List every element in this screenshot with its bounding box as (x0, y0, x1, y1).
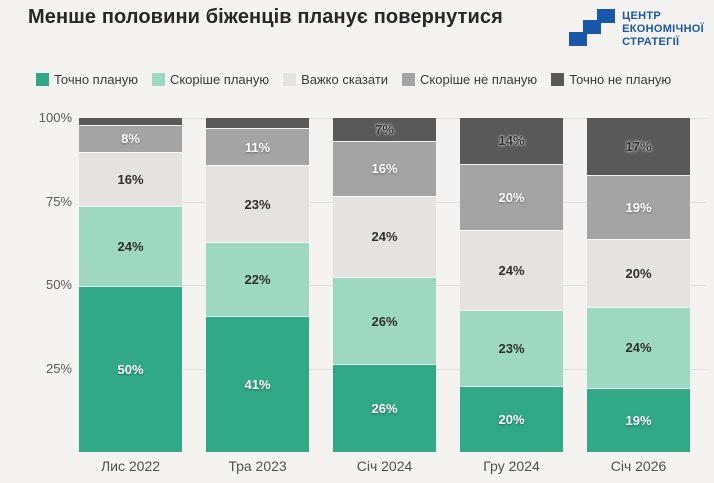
segment-Скоріше-планую: 23% (460, 309, 563, 386)
segment-Точно-планую: 41% (206, 315, 309, 452)
y-axis-tick-label: 75% (45, 193, 72, 209)
legend-item: Скоріше не планую (402, 72, 537, 87)
bar-stack: 14% 20% 24% 23% 20% (460, 118, 563, 452)
legend-swatch-icon (402, 73, 416, 86)
bar-stack: 17% 19% 20% 24% 19% (587, 118, 690, 452)
segment-Скоріше-не-планую: 20% (460, 163, 563, 231)
segment-value-label: 20% (498, 189, 525, 205)
segment-Важко-сказати: 24% (460, 230, 563, 310)
segment-Точно-не-планую: 7% (333, 118, 436, 142)
bar-stack: 11% 23% 22% 41% (206, 118, 309, 452)
segment-value-label: 24% (498, 262, 525, 278)
legend-label: Важко сказати (301, 72, 389, 87)
logo-wordmark-line: ЦЕНТР (622, 10, 661, 22)
legend-swatch-icon (36, 73, 49, 86)
segment-value-label: 16% (117, 171, 144, 187)
segment-value-label: 23% (498, 340, 525, 356)
segment-Точно-планую: 26% (333, 364, 436, 453)
segment-value-label: 22% (244, 271, 271, 287)
x-axis-category-label: Тра 2023 (228, 458, 287, 474)
y-axis-tick-label: 50% (45, 277, 72, 292)
segment-Точно-планую: 19% (587, 387, 690, 452)
segment-value-label: 24% (625, 340, 652, 356)
bar-Січ-2026: 17% 19% 20% 24% 19% Січ 2026 (587, 118, 690, 474)
segment-value-label: 17% (625, 138, 652, 154)
bar-Гру-2024: 14% 20% 24% 23% 20% Гру 2024 (460, 118, 563, 474)
legend-swatch-icon (283, 73, 297, 86)
legend-swatch-icon (151, 73, 165, 86)
legend-label: Точно планую (54, 72, 138, 87)
legend-label: Точно не планую (569, 72, 672, 87)
segment-Скоріше-планую: 26% (333, 276, 436, 365)
logo-wordmark-line: ЕКОНОМІЧНОЇ (622, 23, 704, 35)
segment-value-label: 8% (121, 131, 140, 147)
segment-value-label: 19% (625, 412, 652, 428)
segment-Точно-планую: 20% (460, 385, 563, 452)
segment-Скоріше-планую: 24% (587, 306, 690, 388)
segment-value-label: 41% (244, 376, 271, 392)
segment-value-label: 16% (371, 161, 398, 177)
segment-Точно-не-планую (79, 118, 182, 125)
segment-Важко-сказати: 24% (333, 195, 436, 277)
segment-Точно-не-планую (206, 118, 309, 128)
bar-Січ-2024: 7% 16% 24% 26% 26% Січ 2024 (333, 118, 436, 474)
y-axis-tick-label: 25% (45, 360, 72, 376)
logo-wordmark: ЦЕНТР ЕКОНОМІЧНОЇ СТРАТЕГІЇ (622, 8, 704, 49)
segment-value-label: 24% (371, 229, 398, 245)
segment-Скоріше-планую: 22% (206, 242, 309, 316)
chart-legend: Точно планую Скоріше планую Важко сказати С… (36, 72, 671, 87)
x-axis-category-label: Лис 2022 (100, 458, 161, 474)
logo-steps-icon (569, 8, 616, 53)
segment-Важко-сказати: 23% (206, 165, 309, 243)
segment-value-label: 26% (371, 401, 398, 417)
bar-stack: 7% 16% 24% 26% 26% (333, 118, 436, 453)
segment-value-label: 11% (244, 139, 271, 155)
segment-Точно-планую: 50% (79, 286, 182, 452)
segment-Точно-не-планую: 17% (587, 118, 690, 175)
legend-label: Скоріше не планую (420, 72, 538, 87)
logo-wordmark-line: СТРАТЕГІЇ (622, 36, 680, 48)
segment-value-label: 50% (117, 362, 144, 377)
segment-Скоріше-не-планую: 8% (79, 124, 182, 152)
segment-value-label: 26% (371, 313, 398, 329)
legend-item: Точно не планую (551, 72, 671, 87)
segment-value-label: 20% (498, 411, 525, 427)
segment-value-label: 23% (244, 196, 271, 212)
segment-Скоріше-не-планую: 16% (333, 141, 436, 196)
legend-item: Важко сказати (283, 72, 388, 87)
segment-Скоріше-не-планую: 11% (206, 127, 309, 166)
segment-value-label: 19% (625, 199, 652, 215)
segment-value-label: 14% (498, 133, 525, 149)
segment-Скоріше-не-планую: 19% (587, 174, 690, 239)
segment-Важко-сказати: 20% (587, 238, 690, 307)
legend-item: Точно планую (36, 72, 138, 87)
page-title: Менше половини біженців планує повернути… (28, 6, 503, 28)
segment-value-label: 24% (117, 238, 144, 254)
segment-value-label: 20% (625, 265, 652, 281)
legend-item: Скоріше планую (151, 72, 270, 87)
bar-stack: 8% 16% 24% 50% (79, 118, 182, 452)
segment-Важко-сказати: 16% (79, 152, 182, 206)
segment-Скоріше-планую: 24% (79, 205, 182, 286)
legend-swatch-icon (551, 73, 565, 86)
x-axis-category-label: Січ 2026 (610, 458, 667, 474)
bar-Тра-2023: 11% 23% 22% 41% Тра 2023 (206, 118, 309, 474)
bars-row: 8% 16% 24% 50% Лис 2022 11% 23% 22% 41% Тра 2023 7… (79, 118, 690, 474)
segment-Точно-не-планую: 14% (460, 118, 563, 164)
x-axis-category-label: Січ 2024 (356, 458, 413, 474)
segment-value-label: 7% (375, 122, 394, 138)
bar-Лис-2022: 8% 16% 24% 50% Лис 2022 (79, 118, 182, 474)
logo: ЦЕНТР ЕКОНОМІЧНОЇ СТРАТЕГІЇ (569, 8, 704, 53)
y-axis-tick-label: 100% (38, 110, 72, 125)
legend-label: Скоріше планую (169, 72, 270, 87)
x-axis-category-label: Гру 2024 (483, 458, 540, 474)
